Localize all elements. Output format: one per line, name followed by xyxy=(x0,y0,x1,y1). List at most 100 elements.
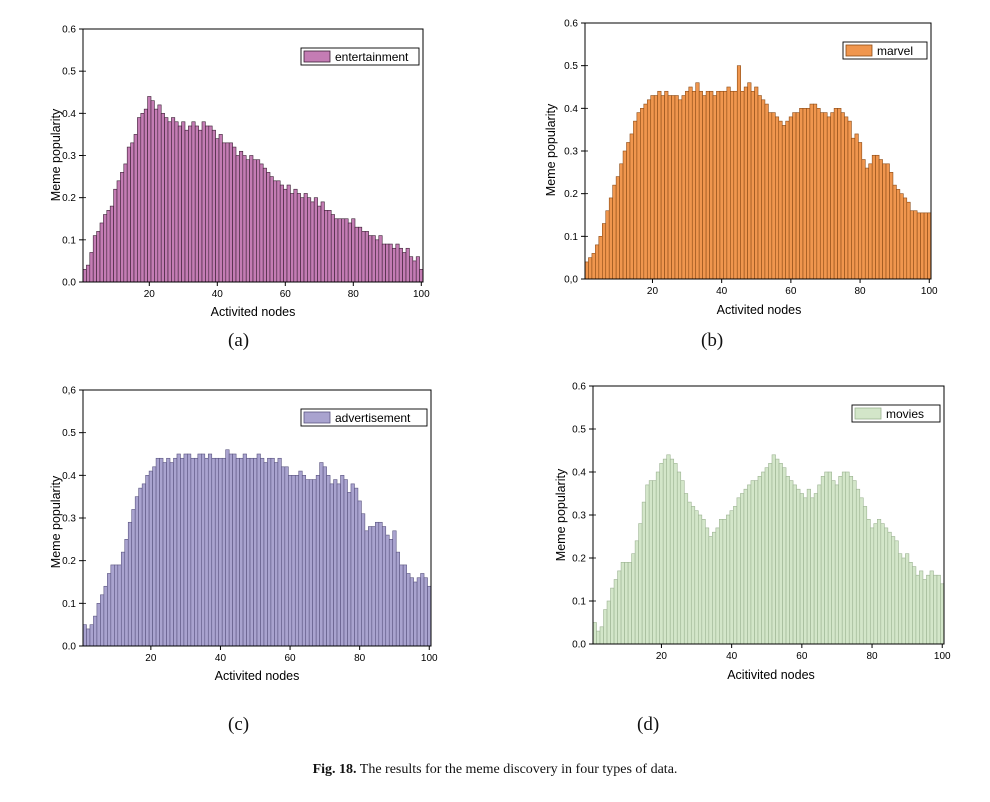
bar xyxy=(761,99,766,280)
bar xyxy=(892,184,897,280)
bar xyxy=(239,150,244,283)
bar xyxy=(340,475,345,647)
bar xyxy=(847,120,852,280)
chart-panel-b: 0,0 0.1 0.2 0.3 0.4 0.5 0.6 20 40 60 80 100 Meme pop… xyxy=(495,0,990,370)
legend-box xyxy=(300,408,428,427)
bar xyxy=(733,90,738,280)
bar xyxy=(646,99,652,280)
bar xyxy=(341,218,346,283)
bar xyxy=(764,103,769,280)
y-tick-label: 0.0 xyxy=(572,640,586,651)
bar xyxy=(141,483,146,647)
bar xyxy=(754,86,759,280)
legend-swatch xyxy=(303,50,331,63)
bar xyxy=(817,484,822,645)
bar xyxy=(176,453,181,647)
bar xyxy=(381,526,387,647)
bar xyxy=(740,90,745,280)
bar xyxy=(837,108,842,280)
bar xyxy=(615,176,620,280)
bar xyxy=(674,95,679,280)
y-tick-label: 0.4 xyxy=(564,104,578,115)
bar xyxy=(183,453,188,647)
bar xyxy=(82,624,87,647)
bar xyxy=(905,553,910,645)
bar xyxy=(603,609,608,645)
bar xyxy=(409,577,414,647)
bar xyxy=(915,574,920,645)
bar xyxy=(723,90,728,280)
y-tick-label: 0.5 xyxy=(572,425,586,436)
bar xyxy=(398,247,403,283)
bar xyxy=(687,501,692,645)
bar xyxy=(848,476,854,645)
bar xyxy=(324,210,329,283)
y-tick-label: 0.4 xyxy=(572,468,586,479)
bar xyxy=(882,163,887,280)
bar xyxy=(622,150,627,280)
figure-caption: Fig. 18. The results for the meme discov… xyxy=(0,762,990,778)
bar xyxy=(852,480,857,645)
bar xyxy=(627,562,632,645)
bar xyxy=(764,467,769,645)
legend-swatch xyxy=(854,407,882,420)
bar xyxy=(715,527,720,645)
bar xyxy=(252,159,257,283)
bar xyxy=(702,95,707,280)
bar xyxy=(423,577,428,647)
bar xyxy=(709,90,714,280)
bar xyxy=(634,540,639,645)
bar xyxy=(660,95,665,280)
bar xyxy=(375,239,380,283)
x-tick-label: 100 xyxy=(934,651,951,662)
bar xyxy=(381,243,386,283)
bar xyxy=(729,510,734,645)
bar xyxy=(174,121,179,283)
bar xyxy=(100,594,105,647)
bar xyxy=(894,540,899,645)
bar xyxy=(922,579,927,645)
bar xyxy=(920,212,925,280)
bar xyxy=(841,471,847,645)
bar xyxy=(838,476,843,645)
chart-panel-d: 0.0 0.1 0.2 0.3 0.4 0.5 0.6 20 40 60 80 100 Meme pop… xyxy=(495,370,990,740)
bar xyxy=(840,112,845,280)
bar xyxy=(641,501,646,645)
bar xyxy=(171,117,176,283)
bar xyxy=(891,536,896,645)
bar xyxy=(926,574,931,645)
bar xyxy=(685,90,690,280)
bar xyxy=(361,231,366,283)
bar xyxy=(819,112,825,280)
bar xyxy=(768,463,773,645)
bar xyxy=(664,90,669,280)
bar xyxy=(281,466,286,647)
bar xyxy=(866,519,871,645)
bar xyxy=(388,539,394,647)
bar xyxy=(901,557,906,645)
panel-label-a: (a) xyxy=(228,330,250,351)
bar xyxy=(262,167,267,283)
bar-series-a xyxy=(82,96,424,283)
bar xyxy=(726,514,731,645)
bar xyxy=(809,103,814,280)
bar xyxy=(799,493,804,645)
bar xyxy=(875,154,880,280)
legend-swatch xyxy=(303,411,331,424)
bar xyxy=(712,531,717,645)
figure-caption-label: Fig. 18. xyxy=(312,762,357,777)
bar xyxy=(279,184,284,283)
bar xyxy=(933,574,938,645)
bar xyxy=(184,129,189,283)
x-tick-label: 20 xyxy=(656,651,668,662)
bar xyxy=(796,488,801,645)
bar xyxy=(666,454,671,645)
bar xyxy=(364,231,369,283)
bar xyxy=(103,585,108,647)
bar xyxy=(412,260,417,283)
bar xyxy=(173,457,178,647)
bar xyxy=(235,457,240,647)
bar xyxy=(690,506,696,645)
bar xyxy=(899,193,904,280)
bar xyxy=(375,521,380,647)
